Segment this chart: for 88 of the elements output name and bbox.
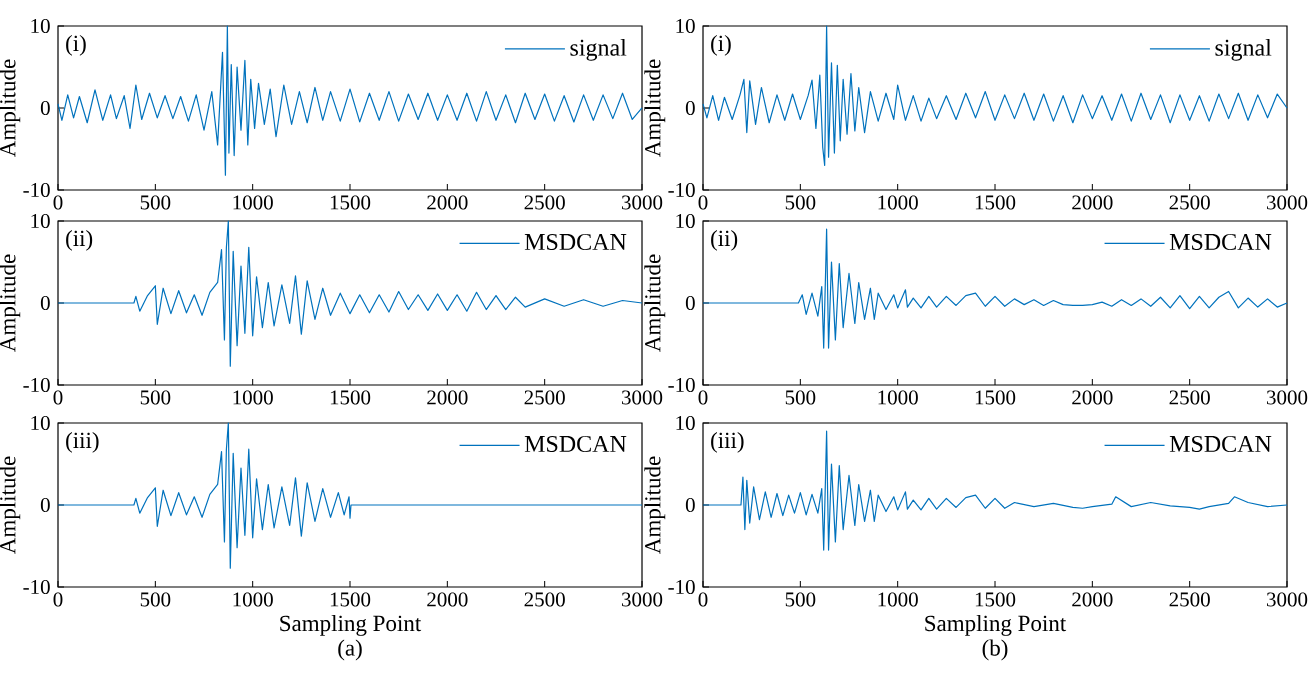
- x-axis-title: Sampling Point: [925, 614, 1067, 636]
- y-tick-label: -10: [23, 377, 50, 393]
- x-tick-label: 500: [785, 390, 816, 405]
- annotation: (iii): [66, 431, 99, 453]
- x-tick-label: 0: [53, 390, 63, 405]
- y-tick-label: -10: [668, 579, 695, 595]
- x-tick-label: 0: [698, 592, 708, 607]
- text: (b): [982, 639, 1008, 661]
- x-tick-label: 3000: [622, 195, 663, 210]
- legend-label: signal: [570, 38, 627, 61]
- line-series: [702, 430, 1288, 551]
- x-tick-label: 3000: [1267, 195, 1308, 210]
- x-tick-label: 1000: [233, 592, 273, 607]
- line-series: [57, 25, 643, 176]
- x-tick-label: 0: [698, 195, 708, 210]
- x-tick-label: 1500: [975, 195, 1016, 210]
- legend-label: MSDCAN: [1169, 233, 1272, 251]
- line-series: [57, 422, 643, 569]
- x-tick-label: 0: [698, 390, 708, 405]
- y-tick-label: 0: [40, 100, 50, 116]
- annotation: (iii): [711, 431, 744, 453]
- y-tick-label: -10: [23, 579, 50, 595]
- x-tick-label: 1500: [975, 390, 1016, 405]
- x-tick-label: 2000: [1072, 390, 1113, 405]
- y-tick-label: 0: [685, 295, 695, 311]
- x-tick-label: 2500: [1169, 195, 1210, 210]
- legend-label: MSDCAN: [1169, 435, 1272, 453]
- x-tick-label: 1000: [233, 195, 273, 210]
- y-tick-label: -10: [668, 377, 695, 393]
- x-tick-label: 500: [140, 390, 171, 405]
- text: (a): [338, 639, 362, 661]
- line-series: [702, 228, 1288, 349]
- x-tick-label: 2500: [524, 592, 565, 607]
- x-tick-label: 2000: [1072, 592, 1113, 607]
- y-tick-label: 10: [676, 415, 695, 431]
- x-tick-label: 1000: [878, 592, 918, 607]
- y-tick-label: -10: [23, 182, 50, 198]
- x-tick-label: 1500: [975, 592, 1016, 607]
- annotation: (ii): [66, 229, 93, 251]
- x-tick-label: 2500: [524, 390, 565, 405]
- x-tick-label: 500: [140, 195, 171, 210]
- x-tick-label: 3000: [622, 390, 663, 405]
- x-tick-label: 2000: [427, 390, 468, 405]
- line-series: [57, 220, 643, 367]
- x-tick-label: 3000: [1267, 390, 1308, 405]
- y-axis-title: Amplitude: [0, 456, 21, 554]
- y-tick-label: 10: [31, 18, 50, 34]
- x-tick-label: 1500: [330, 592, 371, 607]
- legend-label: signal: [1215, 38, 1272, 61]
- annotation: (i): [66, 34, 86, 56]
- x-tick-label: 2500: [1169, 592, 1210, 607]
- x-tick-label: 1000: [233, 390, 273, 405]
- legend-label: MSDCAN: [524, 435, 627, 453]
- y-tick-label: 10: [31, 415, 50, 431]
- x-tick-label: 2000: [427, 592, 468, 607]
- y-tick-label: 10: [676, 18, 695, 34]
- x-tick-label: 1500: [330, 390, 371, 405]
- y-tick-label: 0: [685, 497, 695, 513]
- annotation: (i): [711, 34, 731, 56]
- line-series: [702, 25, 1288, 166]
- y-axis-title: Amplitude: [644, 254, 666, 352]
- y-axis-title: Amplitude: [644, 59, 666, 157]
- y-axis-title: Amplitude: [644, 456, 666, 554]
- y-axis-title: Amplitude: [0, 59, 21, 157]
- x-tick-label: 2000: [427, 195, 468, 210]
- x-tick-label: 0: [53, 592, 63, 607]
- y-tick-label: 10: [676, 213, 695, 229]
- x-tick-label: 1000: [878, 390, 918, 405]
- x-tick-label: 500: [785, 195, 816, 210]
- x-tick-label: 3000: [622, 592, 663, 607]
- legend-label: MSDCAN: [524, 233, 627, 251]
- x-tick-label: 500: [785, 592, 816, 607]
- x-axis-title: Sampling Point: [280, 614, 422, 636]
- y-tick-label: 0: [685, 100, 695, 116]
- x-tick-label: 0: [53, 195, 63, 210]
- x-tick-label: 1000: [878, 195, 918, 210]
- y-tick-label: 0: [40, 295, 50, 311]
- y-axis-title: Amplitude: [0, 254, 21, 352]
- annotation: (ii): [711, 229, 738, 251]
- x-tick-label: 2500: [524, 195, 565, 210]
- y-tick-label: -10: [668, 182, 695, 198]
- x-tick-label: 500: [140, 592, 171, 607]
- x-tick-label: 2000: [1072, 195, 1113, 210]
- x-tick-label: 3000: [1267, 592, 1308, 607]
- y-tick-label: 0: [40, 497, 50, 513]
- y-tick-label: 10: [31, 213, 50, 229]
- x-tick-label: 2500: [1169, 390, 1210, 405]
- x-tick-label: 1500: [330, 195, 371, 210]
